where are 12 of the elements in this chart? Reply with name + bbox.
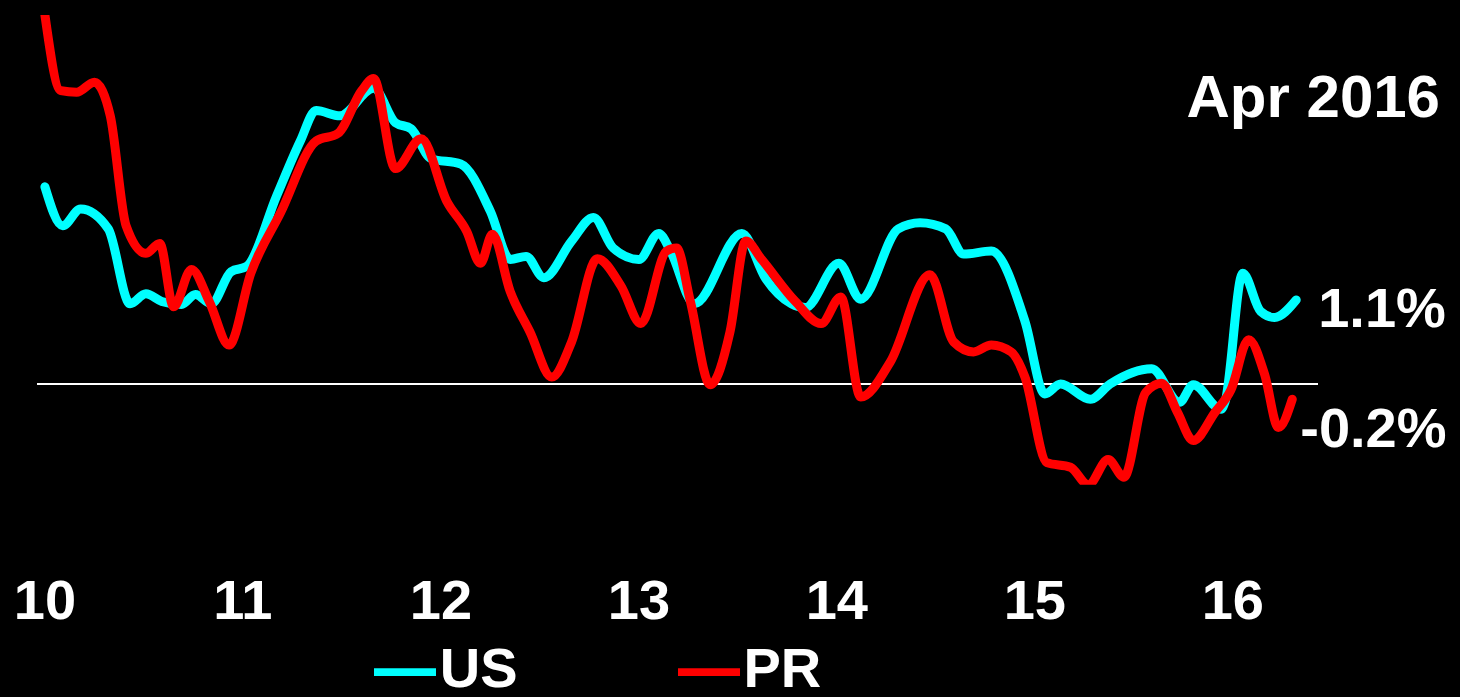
data-label: -0.2% bbox=[1300, 396, 1447, 460]
text: Apr 2016 bbox=[1186, 62, 1440, 131]
legend-label: PR bbox=[743, 635, 822, 697]
x-tick-label: 15 bbox=[1003, 567, 1067, 631]
x-tick-label: 11 bbox=[213, 567, 273, 631]
legend-label: US bbox=[439, 635, 518, 697]
x-tick-label: 12 bbox=[409, 567, 473, 631]
x-tick-label: 16 bbox=[1201, 567, 1265, 631]
x-tick-label: 14 bbox=[805, 567, 869, 631]
x-tick-label: 10 bbox=[13, 567, 77, 631]
x-tick-label: 13 bbox=[607, 567, 671, 631]
data-label: 1.1% bbox=[1318, 275, 1446, 339]
